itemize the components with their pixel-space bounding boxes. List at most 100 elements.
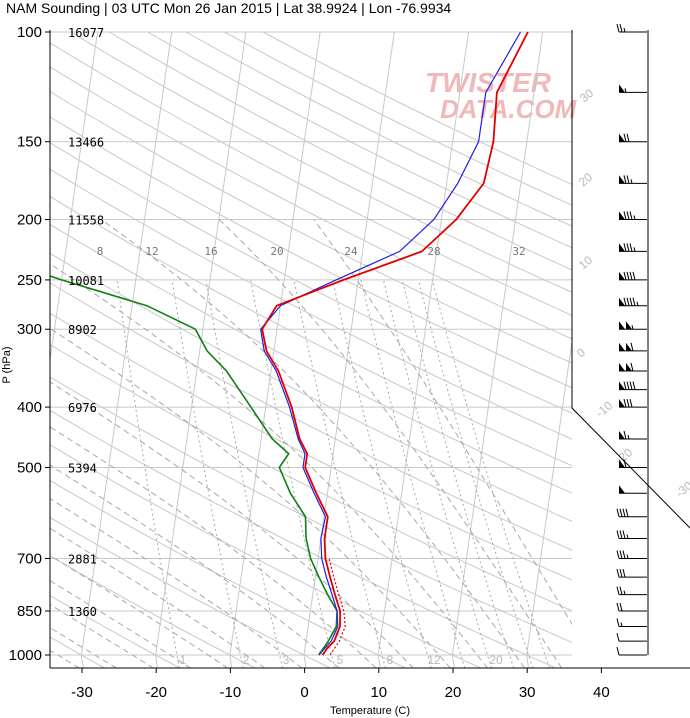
wind-barb-flag bbox=[619, 211, 625, 220]
wind-barb-full bbox=[623, 271, 627, 281]
mixing-ratio-label: 32 bbox=[512, 245, 525, 258]
wind-barb-full bbox=[626, 297, 630, 306]
mixing-ratio-label: 8 bbox=[97, 245, 104, 258]
mixing-ratio-bottom-label: 8 bbox=[387, 653, 394, 667]
moist-adiabat bbox=[50, 604, 154, 668]
wind-barb-full bbox=[623, 430, 627, 440]
mixing-ratio-bottom-label: 2 bbox=[243, 653, 250, 667]
wind-barb-full bbox=[622, 550, 626, 559]
wind-barb-half bbox=[633, 215, 636, 220]
wind-barb-full bbox=[623, 243, 627, 252]
dry-adiabat bbox=[108, 31, 572, 271]
moist-adiabat bbox=[100, 219, 526, 668]
mixing-ratio-bottom-label: 1 bbox=[180, 653, 187, 667]
dry-adiabat bbox=[50, 344, 572, 612]
isotherm-line bbox=[601, 32, 690, 655]
y-tick-label: 400 bbox=[17, 399, 42, 416]
wind-barb-half bbox=[636, 301, 639, 306]
wind-barb-full bbox=[623, 133, 627, 142]
x-tick-label: 20 bbox=[445, 684, 462, 701]
mixing-ratio-bottom-label: 20 bbox=[489, 653, 503, 667]
dry-adiabat bbox=[50, 555, 256, 668]
isotherm-line bbox=[377, 654, 381, 668]
wind-barb-flag bbox=[619, 243, 625, 252]
wind-barb-flag bbox=[619, 297, 625, 306]
dry-adiabat bbox=[70, 31, 572, 293]
height-label: 10081 bbox=[68, 274, 104, 288]
mixing-ratio-line bbox=[431, 279, 551, 668]
wind-barb-full bbox=[616, 618, 620, 627]
dewpoint-line bbox=[50, 275, 338, 656]
moist-adiabat bbox=[313, 219, 572, 626]
moist-adiabat-label: 0 bbox=[574, 345, 588, 360]
wind-barb-full bbox=[625, 508, 629, 517]
x-tick-label: -30 bbox=[71, 684, 93, 701]
isotherm-line bbox=[451, 654, 455, 668]
height-label: 11558 bbox=[68, 214, 104, 228]
wind-barb-full bbox=[630, 342, 634, 352]
wind-barb-half bbox=[620, 622, 623, 627]
dry-adiabat bbox=[262, 31, 572, 186]
moist-adiabat bbox=[218, 219, 563, 668]
wind-barb-flag bbox=[626, 362, 632, 371]
x-tick-label: 40 bbox=[593, 684, 610, 701]
wind-barb-full bbox=[632, 271, 636, 281]
wind-barb-full bbox=[632, 381, 636, 390]
wind-barbs bbox=[616, 23, 649, 656]
mixing-ratio-label: 12 bbox=[145, 245, 158, 258]
dry-adiabat bbox=[50, 195, 572, 467]
moist-adiabat bbox=[50, 497, 303, 668]
wind-barb-flag bbox=[619, 84, 625, 93]
x-tick-label: -10 bbox=[220, 684, 242, 701]
wind-barb-full bbox=[616, 23, 620, 33]
wind-barb-full bbox=[623, 398, 627, 408]
dry-adiabat bbox=[50, 376, 572, 643]
wind-barb-flag bbox=[619, 399, 625, 408]
isotherm-line bbox=[377, 31, 470, 656]
wind-barb-full bbox=[623, 297, 627, 306]
wind-barb-half bbox=[623, 590, 626, 595]
wind-barb-full bbox=[616, 550, 620, 559]
mixing-ratio-bottom-label: 12 bbox=[427, 653, 441, 667]
wind-barb-full bbox=[619, 508, 623, 517]
wind-barb-full bbox=[630, 362, 634, 372]
isotherm-line bbox=[451, 31, 544, 656]
wind-barb-flag bbox=[626, 342, 632, 351]
moist-adiabat bbox=[50, 381, 414, 668]
wind-barb-half bbox=[626, 534, 629, 539]
y-tick-label: 250 bbox=[17, 272, 42, 289]
profiles bbox=[50, 31, 529, 656]
wind-barb-full bbox=[616, 508, 620, 517]
moist-adiabat-label: -30 bbox=[673, 478, 690, 500]
wind-barb-full bbox=[619, 23, 623, 33]
watermark-line1: TWISTER bbox=[425, 67, 552, 98]
moist-adiabat-label: 10 bbox=[576, 253, 595, 273]
wind-barb-full bbox=[626, 175, 630, 184]
dry-adiabat bbox=[50, 142, 572, 414]
wind-barb-full bbox=[616, 569, 620, 578]
wind-barb-full bbox=[623, 211, 627, 220]
x-tick-label: 30 bbox=[519, 684, 536, 701]
wind-barb-full bbox=[616, 586, 620, 595]
frame-right bbox=[571, 30, 690, 529]
mixing-ratio-line bbox=[116, 279, 180, 668]
moist-adiabat-label: 20 bbox=[576, 170, 595, 190]
wind-barb-flag bbox=[619, 321, 625, 330]
wind-barb-flag bbox=[619, 381, 625, 390]
isotherm-line bbox=[229, 31, 321, 656]
wind-barb-full bbox=[623, 459, 627, 468]
dry-adiabat bbox=[50, 168, 572, 440]
wind-barb-full bbox=[616, 602, 620, 612]
wind-barb-full bbox=[619, 602, 623, 612]
y-tick-label: 300 bbox=[17, 321, 42, 338]
dry-adiabat bbox=[50, 444, 482, 668]
height-label: 13466 bbox=[68, 136, 104, 150]
wind-barb-full bbox=[622, 508, 626, 517]
wind-barb-full bbox=[623, 381, 627, 390]
x-tick-label: -20 bbox=[145, 684, 167, 701]
y-tick-label: 1000 bbox=[9, 647, 42, 664]
mixing-ratio-line bbox=[383, 279, 493, 668]
dry-adiabat bbox=[50, 312, 572, 581]
moist-adiabat-label: -20 bbox=[613, 445, 636, 467]
